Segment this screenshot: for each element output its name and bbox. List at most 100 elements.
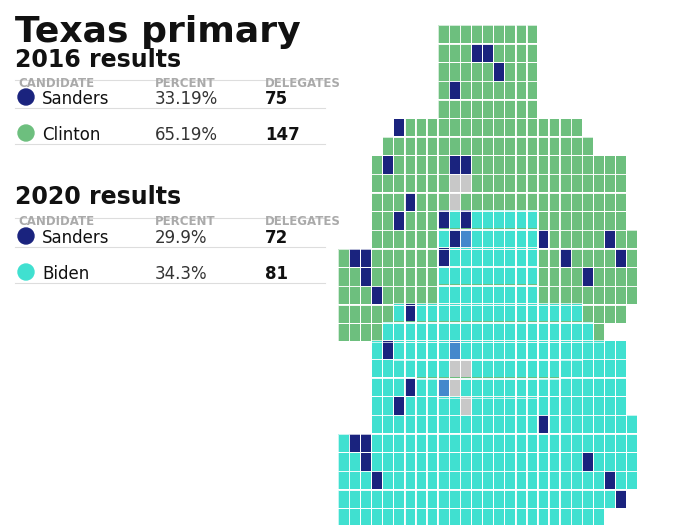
Bar [550,249,559,267]
Bar [460,286,471,304]
Bar [394,323,404,341]
Bar [505,341,515,359]
Bar [438,303,449,321]
Bar [516,119,526,136]
Bar [438,44,449,62]
Bar [472,211,482,228]
Bar [582,415,593,433]
Bar [405,268,415,286]
Bar [449,193,460,211]
Bar [460,396,471,415]
Bar [494,303,504,321]
Bar [505,396,515,415]
Bar [449,378,460,396]
Bar [371,471,382,489]
Bar [472,285,482,303]
Bar [626,452,638,471]
Bar [405,304,416,323]
Bar [394,378,404,396]
Bar [494,174,505,193]
Bar [338,434,349,452]
Bar [438,62,449,81]
Bar [615,267,626,286]
Bar [526,118,538,137]
Bar [472,286,482,304]
Bar [527,62,538,80]
Bar [427,342,438,361]
Bar [471,434,482,452]
Bar [338,268,349,286]
Bar [527,509,538,525]
Bar [338,471,349,489]
Bar [471,340,482,359]
Bar [538,397,548,415]
Bar [516,453,526,470]
Bar [538,415,549,434]
Bar [560,174,570,192]
Bar [449,380,460,397]
Bar [582,174,593,193]
Bar [527,323,538,341]
Bar [482,212,493,229]
Bar [393,377,405,396]
Bar [604,155,615,174]
Bar [526,267,538,286]
Bar [427,360,438,377]
Bar [527,453,538,470]
Bar [405,212,416,230]
Bar [604,267,615,286]
Bar [438,212,449,229]
Bar [449,471,460,489]
Bar [449,359,460,377]
Bar [438,81,449,100]
Bar [461,266,470,284]
Bar [460,230,471,249]
Bar [372,323,382,341]
Bar [372,268,382,286]
Bar [560,509,570,525]
Bar [372,212,382,229]
Bar [494,378,504,396]
Bar [372,434,382,452]
Bar [427,490,438,508]
Bar [449,379,460,398]
Bar [526,266,538,285]
Bar [416,378,426,396]
Bar [505,304,515,323]
Bar [560,174,571,193]
Bar [527,361,538,379]
Bar [438,286,449,304]
Bar [494,342,504,360]
Bar [460,359,471,377]
Bar [615,286,626,304]
Bar [571,377,582,396]
Bar [526,137,538,155]
Text: DELEGATES: DELEGATES [265,215,341,228]
Bar [472,380,482,397]
Bar [360,323,371,341]
Bar [549,212,560,230]
Bar [538,342,549,361]
Bar [538,174,548,192]
Bar [538,303,548,321]
Bar [338,489,349,508]
Bar [526,247,538,266]
Bar [383,434,393,452]
Bar [571,323,582,341]
Bar [560,193,570,211]
Bar [472,305,482,323]
Bar [526,249,538,267]
Bar [472,248,482,266]
Bar [449,285,460,303]
Bar [527,380,538,397]
Bar [526,286,538,304]
Bar [594,471,604,489]
Bar [416,303,426,321]
Bar [482,361,493,379]
Bar [438,100,449,118]
Bar [371,230,382,249]
Bar [393,303,405,322]
Bar [438,342,449,360]
Bar [604,174,615,193]
Bar [560,304,571,323]
